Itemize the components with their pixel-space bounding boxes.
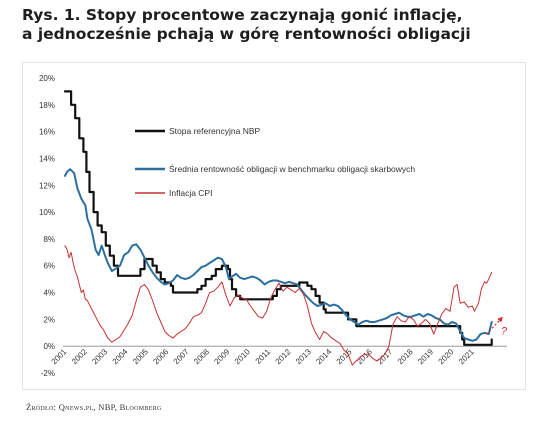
legend-label-0: Stopa referencyjna NBP xyxy=(169,126,261,136)
y-tick-label: 16% xyxy=(39,128,55,137)
y-tick-label: 12% xyxy=(39,181,55,190)
x-tick-label: 2004 xyxy=(111,347,130,366)
y-tick-label: 20% xyxy=(39,74,55,83)
figure-title-line-1: Rys. 1. Stopy procentowe zaczynają gonić… xyxy=(22,6,463,24)
y-tick-label: 10% xyxy=(39,208,55,217)
x-tick-label: 2002 xyxy=(70,347,89,366)
x-tick-label: 2018 xyxy=(396,347,415,366)
x-tick-label: 2008 xyxy=(192,347,211,366)
y-tick-label: 4% xyxy=(43,289,55,298)
x-tick-label: 2010 xyxy=(233,347,252,366)
chart-panel: -2% 0% 2% 4% 6% 8% 10% 12% 14% 16% 18% 20% 2001 2002 2… xyxy=(22,62,526,390)
annotation-question-mark: ? xyxy=(501,326,508,338)
legend-label-1: Średnia rentowność obligacji w benchmark… xyxy=(169,163,415,174)
series-line-0 xyxy=(63,90,493,346)
x-tick-label: 2005 xyxy=(131,347,150,366)
x-tick-label: 2020 xyxy=(437,347,456,366)
y-tick-label: -2% xyxy=(41,369,55,378)
x-tick-label: 2014 xyxy=(314,347,333,366)
x-tick-label: 2009 xyxy=(212,347,231,366)
source-note: Źródło: Qnews.pl, NBP, Bloomberg xyxy=(26,402,162,412)
y-tick-label: 8% xyxy=(43,235,55,244)
series-line-1 xyxy=(64,168,493,342)
x-tick-label: 2019 xyxy=(416,347,435,366)
y-tick-label: 0% xyxy=(43,342,55,351)
annotation-arrow-head xyxy=(497,316,503,323)
y-tick-label: 2% xyxy=(43,315,55,324)
y-tick-label: 14% xyxy=(39,154,55,163)
figure-title-line-2: a jednocześnie pchają w górę rentowności… xyxy=(22,25,471,43)
x-tick-label: 2021 xyxy=(457,347,476,366)
x-tick-label: 2013 xyxy=(294,347,313,366)
figure-title: Rys. 1. Stopy procentowe zaczynają gonić… xyxy=(22,6,522,44)
line-chart: -2%0%2%4%6%8%10%12%14%16%18%20%2001 2002 2… xyxy=(39,74,508,378)
x-tick-label: 2006 xyxy=(151,347,170,366)
x-tick-label: 2012 xyxy=(274,347,293,366)
legend-label-2: Inflacja CPI xyxy=(169,188,212,198)
series-line-2 xyxy=(64,245,493,366)
x-tick-label: 2011 xyxy=(254,347,273,366)
y-tick-label: 6% xyxy=(43,262,55,271)
x-tick-label: 2007 xyxy=(172,347,191,366)
x-tick-label: 2017 xyxy=(375,347,394,366)
y-tick-label: 18% xyxy=(39,101,55,110)
x-tick-label: 2003 xyxy=(90,347,109,366)
